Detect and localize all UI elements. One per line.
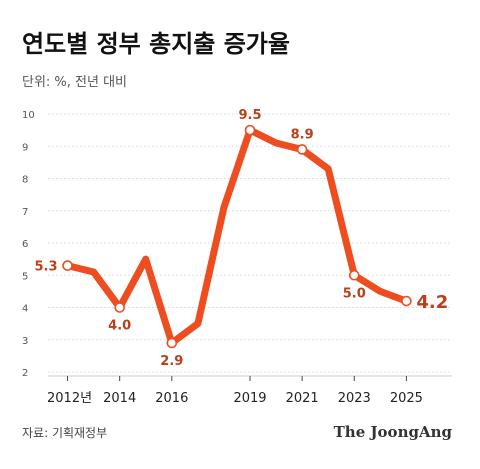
- data-label: 5.0: [343, 286, 366, 301]
- brand-logo: The JoongAng: [334, 423, 453, 441]
- x-tick-label: 2019: [233, 391, 266, 406]
- data-point-marker: [296, 144, 308, 155]
- grid-lines: [48, 113, 452, 373]
- data-label: 4.2: [416, 292, 448, 313]
- x-tick-label: 2023: [338, 391, 371, 406]
- data-label: 5.3: [35, 260, 58, 275]
- y-tick-label: 9: [22, 142, 28, 153]
- x-tick-label: 2025: [390, 391, 423, 406]
- x-tick-label: 2016: [155, 391, 188, 406]
- source-note: 자료: 기획재정부: [22, 426, 107, 440]
- y-tick-label: 8: [22, 175, 28, 186]
- data-point-marker: [348, 269, 360, 281]
- y-tick-label: 6: [22, 239, 28, 250]
- y-tick-label: 4: [22, 304, 28, 315]
- data-label: 8.9: [291, 127, 314, 142]
- x-axis-ticks: 2012년 2014 2016 2019 2021 2023 2025: [47, 375, 452, 406]
- y-tick-label: 2: [22, 368, 28, 379]
- data-markers: [62, 124, 412, 349]
- x-tick-label: 2012년: [47, 391, 92, 406]
- x-tick-label: 2014: [103, 391, 136, 406]
- y-tick-label: 7: [22, 207, 28, 218]
- data-point-marker: [62, 260, 73, 271]
- data-label: 9.5: [238, 108, 261, 123]
- x-tick-label: 2021: [286, 391, 319, 406]
- y-tick-label: 5: [22, 271, 28, 282]
- y-axis-ticks: 2 3 4 5 6 7 8 9 10: [22, 110, 35, 379]
- series-line: [64, 126, 410, 347]
- data-point-marker: [166, 337, 178, 349]
- data-point-marker: [114, 302, 125, 313]
- chart-title: 연도별 정부 총지출 증가율: [22, 30, 290, 58]
- unit-label: 단위: %, 전년 대비: [22, 75, 127, 90]
- data-point-marker: [244, 124, 256, 136]
- data-label: 4.0: [108, 319, 131, 334]
- y-tick-label: 10: [22, 110, 35, 121]
- data-labels: 5.3 4.0 2.9 9.5 8.9 5.0 4.2: [35, 108, 449, 369]
- data-label: 2.9: [160, 354, 183, 369]
- data-point-marker: [401, 295, 412, 307]
- y-tick-label: 3: [22, 336, 28, 347]
